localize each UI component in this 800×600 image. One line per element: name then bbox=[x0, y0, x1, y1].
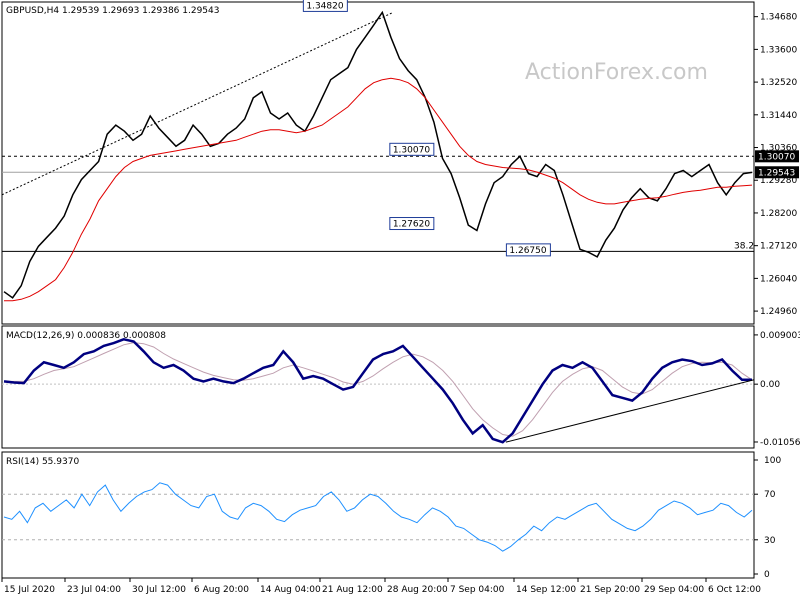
rsi-series-group bbox=[2, 482, 754, 552]
symbol-header: GBPUSD,H4 1.29539 1.29693 1.29386 1.2954… bbox=[6, 6, 219, 16]
price-tick-label: 1.34680 bbox=[760, 13, 797, 23]
macd-signal-line bbox=[4, 342, 753, 437]
price-tick-label: 1.26040 bbox=[760, 274, 797, 284]
macd-tick-label: 0.009003 bbox=[760, 331, 800, 341]
price-annotation-box bbox=[389, 217, 435, 231]
macd-axis-ticks: 0.009003 0.00 -0.010566 bbox=[754, 331, 800, 448]
price-annotation-label: 1.34820 bbox=[306, 1, 343, 11]
x-tick-label: 6 Aug 20:00 bbox=[194, 585, 249, 595]
rsi-panel bbox=[1, 451, 755, 579]
rsi-tick-label: 30 bbox=[764, 536, 776, 546]
x-tick-label: 21 Sep 20:00 bbox=[580, 585, 640, 595]
x-tick-label: 7 Sep 04:00 bbox=[450, 585, 505, 595]
rsi-title: RSI(14) 55.9370 bbox=[6, 457, 79, 467]
rsi-axis-ticks: 100 70 30 0 bbox=[754, 456, 781, 580]
price-annotations: 1.34820 1.30070 1.27620 1.26750 bbox=[302, 0, 551, 257]
price-tick-label: 1.29280 bbox=[760, 176, 797, 186]
price-annotation-box bbox=[505, 243, 551, 257]
price-tick-label: 1.27120 bbox=[760, 242, 797, 252]
rsi-tick-label: 100 bbox=[764, 456, 781, 466]
macd-tick-label: -0.010566 bbox=[760, 438, 800, 448]
x-tick-label: 21 Aug 12:00 bbox=[322, 585, 383, 595]
macd-line bbox=[3, 337, 752, 444]
fib-label: 38.2 bbox=[734, 241, 754, 251]
macd-series-group bbox=[2, 337, 755, 444]
current-price-badge bbox=[755, 166, 799, 179]
price-annotation: 1.30070 bbox=[389, 142, 435, 156]
price-annotation-box bbox=[389, 142, 435, 156]
macd-title: MACD(12,26,9) 0.000836 0.000808 bbox=[6, 331, 166, 341]
x-tick-label: 30 Jul 12:00 bbox=[132, 585, 186, 595]
price-tick-label: 1.32520 bbox=[760, 78, 797, 88]
price-tick-label: 1.31440 bbox=[760, 111, 797, 121]
price-tick-label: 1.33600 bbox=[760, 45, 797, 55]
price-annotation-label: 1.26750 bbox=[509, 246, 546, 256]
price-line bbox=[3, 10, 753, 299]
price-tick-label: 1.24960 bbox=[760, 307, 797, 317]
price-annotation-label: 1.30070 bbox=[393, 145, 430, 155]
price-panel bbox=[1, 1, 755, 325]
macd-trendline bbox=[505, 379, 755, 443]
x-tick-label: 6 Oct 12:00 bbox=[708, 585, 761, 595]
price-annotation: 1.27620 bbox=[389, 217, 435, 231]
price-annotation: 1.34820 bbox=[302, 0, 348, 12]
x-tick-label: 14 Aug 04:00 bbox=[260, 585, 321, 595]
current-price-label: 1.29543 bbox=[758, 168, 795, 178]
x-axis-ticks: 15 Jul 2020 23 Jul 04:00 30 Jul 12:00 6 Aug… bbox=[1, 578, 761, 595]
price-tick-label: 1.28200 bbox=[760, 209, 797, 219]
x-tick-label: 28 Aug 20:00 bbox=[387, 585, 448, 595]
x-tick-label: 14 Sep 12:00 bbox=[516, 585, 576, 595]
x-tick-label: 23 Jul 04:00 bbox=[67, 585, 121, 595]
rsi-line bbox=[3, 482, 753, 552]
macd-panel bbox=[1, 325, 755, 449]
rsi-tick-label: 70 bbox=[764, 490, 776, 500]
price-axis-ticks: 1.34680 1.33600 1.32520 1.31440 1.30360 1.292… bbox=[754, 13, 797, 317]
price-annotation: 1.26750 bbox=[505, 243, 551, 257]
moving-average-line bbox=[4, 77, 753, 302]
price-annotation-box bbox=[302, 0, 348, 12]
macd-tick-label: 0.00 bbox=[760, 380, 780, 390]
rsi-tick-label: 0 bbox=[764, 570, 770, 580]
x-tick-label: 29 Sep 04:00 bbox=[644, 585, 704, 595]
x-tick-label: 15 Jul 2020 bbox=[4, 585, 55, 595]
watermark: ActionForex.com bbox=[525, 60, 708, 85]
price-series-group bbox=[3, 10, 753, 302]
price-annotation-label: 1.27620 bbox=[393, 220, 430, 230]
resistance-badge bbox=[755, 150, 799, 163]
price-level-lines: 1.30070 1.29543 38.2 bbox=[1, 11, 799, 252]
resistance-label: 1.30070 bbox=[758, 152, 795, 162]
price-tick-label: 1.30360 bbox=[760, 144, 797, 154]
